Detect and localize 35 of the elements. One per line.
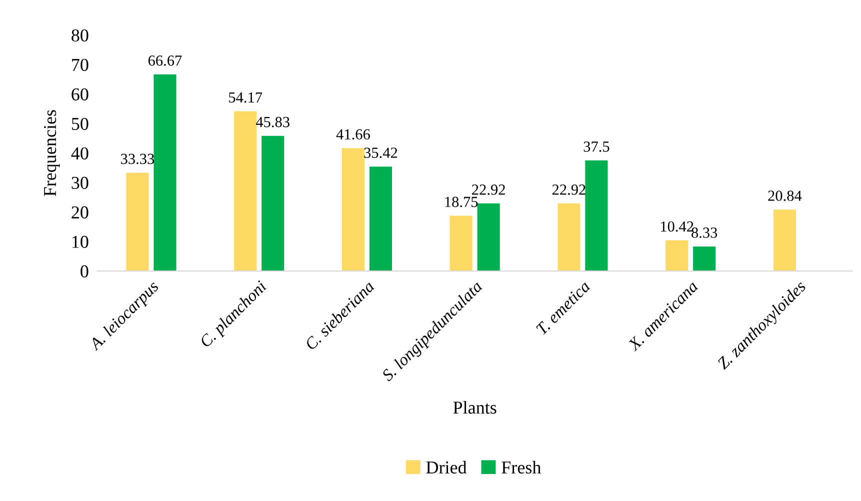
bar [693,246,716,272]
y-tick-label: 80 [72,29,88,42]
bar [773,210,796,272]
data-label: 37.5 [584,142,610,152]
y-tick-label: 40 [71,147,88,160]
y-tick-label: 0 [80,265,88,278]
y-tick-label: 20 [72,206,88,218]
legend-label: Dried [426,460,467,474]
data-label: 10.42 [660,221,694,232]
y-axis-title: Frequencies [44,110,60,196]
bar [558,203,580,272]
bar [342,148,364,272]
data-label: 66.67 [148,55,182,66]
data-label: 18.75 [445,196,478,208]
bar [234,111,257,272]
y-tick-label: 70 [72,58,88,72]
legend-label: Fresh [502,460,542,474]
data-label: 41.66 [336,129,370,140]
data-label: 54.17 [229,92,262,103]
bar [585,160,608,272]
data-label: 22.92 [472,184,505,195]
bar [666,240,688,272]
data-label: 8.33 [692,228,718,238]
y-tick-label: 30 [72,176,88,189]
bar [477,203,500,272]
data-label: 20.84 [768,190,802,201]
y-tick-label: 10 [72,236,88,248]
bar [154,74,176,272]
x-axis-title: Plants [453,401,496,414]
y-tick-label: 60 [72,88,88,101]
bar [126,172,149,272]
bar [450,216,472,272]
y-tick-label: 50 [72,118,88,130]
bar [262,136,284,272]
bar [369,166,392,272]
